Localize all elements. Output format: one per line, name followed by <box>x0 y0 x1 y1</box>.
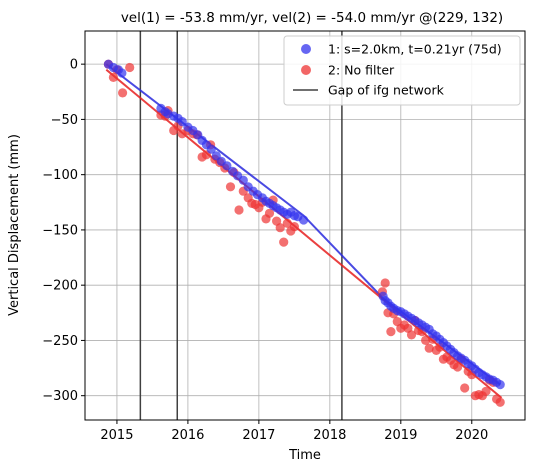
y-axis-label: Vertical Displacement (mm) <box>7 134 22 316</box>
y-tick-label: 0 <box>70 58 78 73</box>
point-series-2 <box>495 397 505 407</box>
point-series-2 <box>406 330 417 340</box>
y-tick-label: −250 <box>42 334 78 349</box>
x-tick-label: 2016 <box>171 428 204 443</box>
y-tick-label: −50 <box>51 113 78 128</box>
point-series-2 <box>380 278 390 288</box>
legend-label-series-2: 2: No filter <box>328 63 395 78</box>
point-series-2 <box>108 72 118 82</box>
point-series-1 <box>299 215 309 225</box>
point-series-2 <box>386 327 396 337</box>
x-tick-label: 2018 <box>313 428 346 443</box>
chart-title: vel(1) = -53.8 mm/yr, vel(2) = -54.0 mm/… <box>121 10 503 26</box>
point-series-1 <box>117 68 127 78</box>
legend-box <box>283 35 521 106</box>
point-series-2 <box>421 335 431 345</box>
point-series-2 <box>275 223 285 233</box>
point-series-2 <box>282 218 292 228</box>
point-series-2 <box>460 383 470 393</box>
fit-line-series-2 <box>105 68 503 399</box>
y-tick-label: −100 <box>42 168 78 183</box>
y-tick-label: −200 <box>42 279 78 294</box>
point-series-2 <box>289 222 299 232</box>
data-points <box>103 59 505 407</box>
x-axis-label: Time <box>288 448 321 463</box>
point-series-2 <box>125 62 135 73</box>
point-series-1 <box>177 117 187 127</box>
point-series-2 <box>453 362 463 372</box>
x-tick-label: 2020 <box>455 428 488 443</box>
plot-frame <box>84 30 526 421</box>
point-series-2 <box>234 205 244 215</box>
point-series-2 <box>279 237 289 247</box>
legend: 1: s=2.0km, t=0.21yr (75d) 2: No filter … <box>283 35 521 106</box>
point-series-2 <box>264 208 275 218</box>
point-series-2 <box>118 88 128 98</box>
x-tick-label: 2015 <box>100 428 133 443</box>
legend-label-gap: Gap of ifg network <box>328 83 445 98</box>
legend-marker-series-2 <box>301 65 311 75</box>
y-tick-label: −150 <box>42 223 78 238</box>
legend-label-series-1: 1: s=2.0km, t=0.21yr (75d) <box>328 42 502 57</box>
legend-marker-series-1 <box>301 44 311 54</box>
y-axis-ticks: 0 −50 −100 −150 −200 −250 −300 <box>42 58 85 404</box>
x-axis-ticks: 2015 2016 2017 2018 2019 2020 <box>100 420 488 443</box>
point-series-1 <box>222 161 232 171</box>
point-series-1 <box>238 175 248 185</box>
point-series-2 <box>225 182 236 192</box>
x-tick-label: 2019 <box>384 428 417 443</box>
point-series-1 <box>495 380 505 390</box>
point-series-2 <box>481 386 491 396</box>
y-tick-label: −300 <box>42 389 78 404</box>
x-tick-label: 2017 <box>242 428 275 443</box>
point-series-2 <box>424 343 434 353</box>
point-series-1 <box>206 144 216 154</box>
